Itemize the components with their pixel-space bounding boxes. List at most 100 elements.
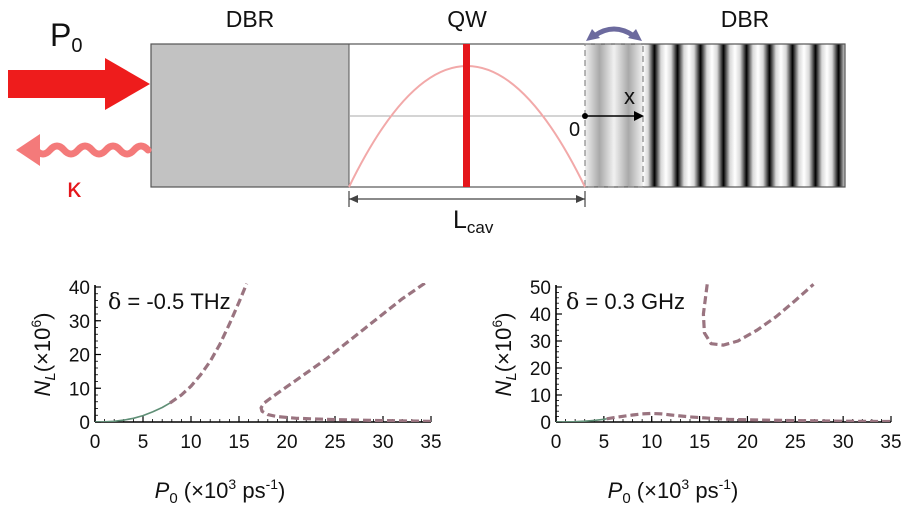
right-dbr-label: DBR xyxy=(721,6,770,32)
x-tick-label: 25 xyxy=(324,432,345,453)
y-tick-label: 0 xyxy=(540,413,551,434)
series-group xyxy=(556,283,891,422)
detuning-symbol: δ xyxy=(566,290,579,315)
detuning-symbol: δ xyxy=(108,290,121,315)
y-axis-label: NL(×106) xyxy=(28,312,59,396)
pump-label-sub: 0 xyxy=(71,35,82,57)
y-axis-label: NL(×106) xyxy=(489,312,520,396)
cavity-schematic: DBR QW DBR P0 κ Lcav 0 x xyxy=(8,6,846,237)
x-tick-label: 30 xyxy=(372,432,393,453)
x-label-exp: 3 xyxy=(681,476,689,492)
pump-label-main: P xyxy=(50,17,71,53)
series-group xyxy=(95,283,431,422)
x-label-close: ) xyxy=(278,478,285,503)
unstable-branch-line xyxy=(701,283,815,347)
y-label-exp: 6 xyxy=(489,320,505,328)
cavity-length-arrowhead-right xyxy=(576,195,585,203)
y-tick-label: 10 xyxy=(530,386,551,407)
x-label-close: ) xyxy=(731,478,738,503)
y-tick-label: 50 xyxy=(530,278,551,299)
loss-label: κ xyxy=(67,172,82,203)
x-label-sub: 0 xyxy=(622,490,630,507)
unstable-branch-line xyxy=(168,283,249,405)
detuning-equals: = xyxy=(579,289,604,314)
y-tick-label: 20 xyxy=(530,359,551,380)
cavity-length-arrowhead-left xyxy=(349,195,358,203)
y-label-exp: 6 xyxy=(28,320,44,328)
y-tick-label: 30 xyxy=(530,332,551,353)
pump-arrow xyxy=(8,58,150,110)
y-tick-label: 40 xyxy=(530,305,551,326)
unstable-branch-line xyxy=(259,283,431,422)
detuning-equals: = xyxy=(121,289,146,314)
y-label-main: N xyxy=(491,381,516,397)
detuning-annotation: δ = -0.5 THz xyxy=(108,289,231,315)
y-label-close: ) xyxy=(30,312,55,319)
x-tick-label: 15 xyxy=(228,432,249,453)
x-label-unit: (×10 xyxy=(178,478,229,503)
x-label-unit: (×10 xyxy=(631,478,682,503)
y-tick-label: 10 xyxy=(69,379,90,400)
length-label-sub: cav xyxy=(467,218,494,237)
origin-label: 0 xyxy=(569,119,580,141)
x-label-tail: ps xyxy=(236,478,265,503)
y-label-unit: (×10 xyxy=(491,328,516,373)
x-tick-label: 20 xyxy=(276,432,297,453)
x-label-main: P xyxy=(608,478,623,503)
left-dbr-mirror xyxy=(151,44,349,187)
x-tick-label: 35 xyxy=(880,432,901,453)
x-label-exp: 3 xyxy=(228,476,236,492)
x-axis-arrowhead xyxy=(634,111,644,121)
right-dbr-mirror xyxy=(643,44,845,187)
x-tick-label: 10 xyxy=(641,432,662,453)
x-label-sub: 0 xyxy=(169,490,177,507)
x-axis-label: P0 (×103 ps-1) xyxy=(608,476,739,507)
x-tick-label: 5 xyxy=(138,432,149,453)
cavity-length-label: Lcav xyxy=(453,206,494,237)
x-tick-label: 0 xyxy=(551,432,562,453)
y-tick-label: 20 xyxy=(69,346,90,367)
cavity-outline xyxy=(150,43,846,188)
x-tick-label: 30 xyxy=(833,432,854,453)
x-tick-label: 25 xyxy=(785,432,806,453)
x-label-exp2: -1 xyxy=(719,476,732,492)
unstable-branch-line xyxy=(606,411,891,422)
y-label-close: ) xyxy=(491,312,516,319)
x-label-tail: ps xyxy=(689,478,718,503)
y-label-main: N xyxy=(30,381,55,397)
loss-arrow-head xyxy=(16,134,40,166)
y-label-unit: (×10 xyxy=(30,328,55,373)
x-tick-label: 10 xyxy=(180,432,201,453)
x-tick-label: 15 xyxy=(689,432,710,453)
left-dbr-label: DBR xyxy=(226,6,275,32)
quantum-well xyxy=(463,44,470,187)
shift-arrowhead-left xyxy=(586,29,600,41)
pump-power-label: P0 xyxy=(50,17,82,57)
x-label-main: P xyxy=(155,478,170,503)
y-tick-label: 40 xyxy=(69,278,90,299)
detuning-value: -0.5 THz xyxy=(146,289,230,314)
shift-arrowhead-right xyxy=(628,29,642,41)
loss-wave-arrow xyxy=(32,142,152,158)
stable-branch-line xyxy=(556,418,607,422)
detuning-annotation: δ = 0.3 GHz xyxy=(566,289,685,315)
length-label-main: L xyxy=(453,206,467,234)
x-tick-label: 20 xyxy=(737,432,758,453)
detuning-value: 0.3 GHz xyxy=(604,289,685,314)
x-axis-label: P0 (×103 ps-1) xyxy=(155,476,286,507)
y-label-sub: L xyxy=(42,372,59,380)
y-tick-label: 0 xyxy=(79,413,90,434)
x-label-exp2: -1 xyxy=(266,476,279,492)
x-tick-label: 35 xyxy=(420,432,441,453)
y-tick-label: 30 xyxy=(69,312,90,333)
shift-curved-arrow xyxy=(592,26,636,39)
x-tick-label: 0 xyxy=(90,432,101,453)
qw-label: QW xyxy=(447,6,487,32)
x-axis-label: x xyxy=(624,84,635,109)
x-tick-label: 5 xyxy=(599,432,610,453)
stable-branch-line xyxy=(95,402,171,422)
y-label-sub: L xyxy=(503,372,520,380)
